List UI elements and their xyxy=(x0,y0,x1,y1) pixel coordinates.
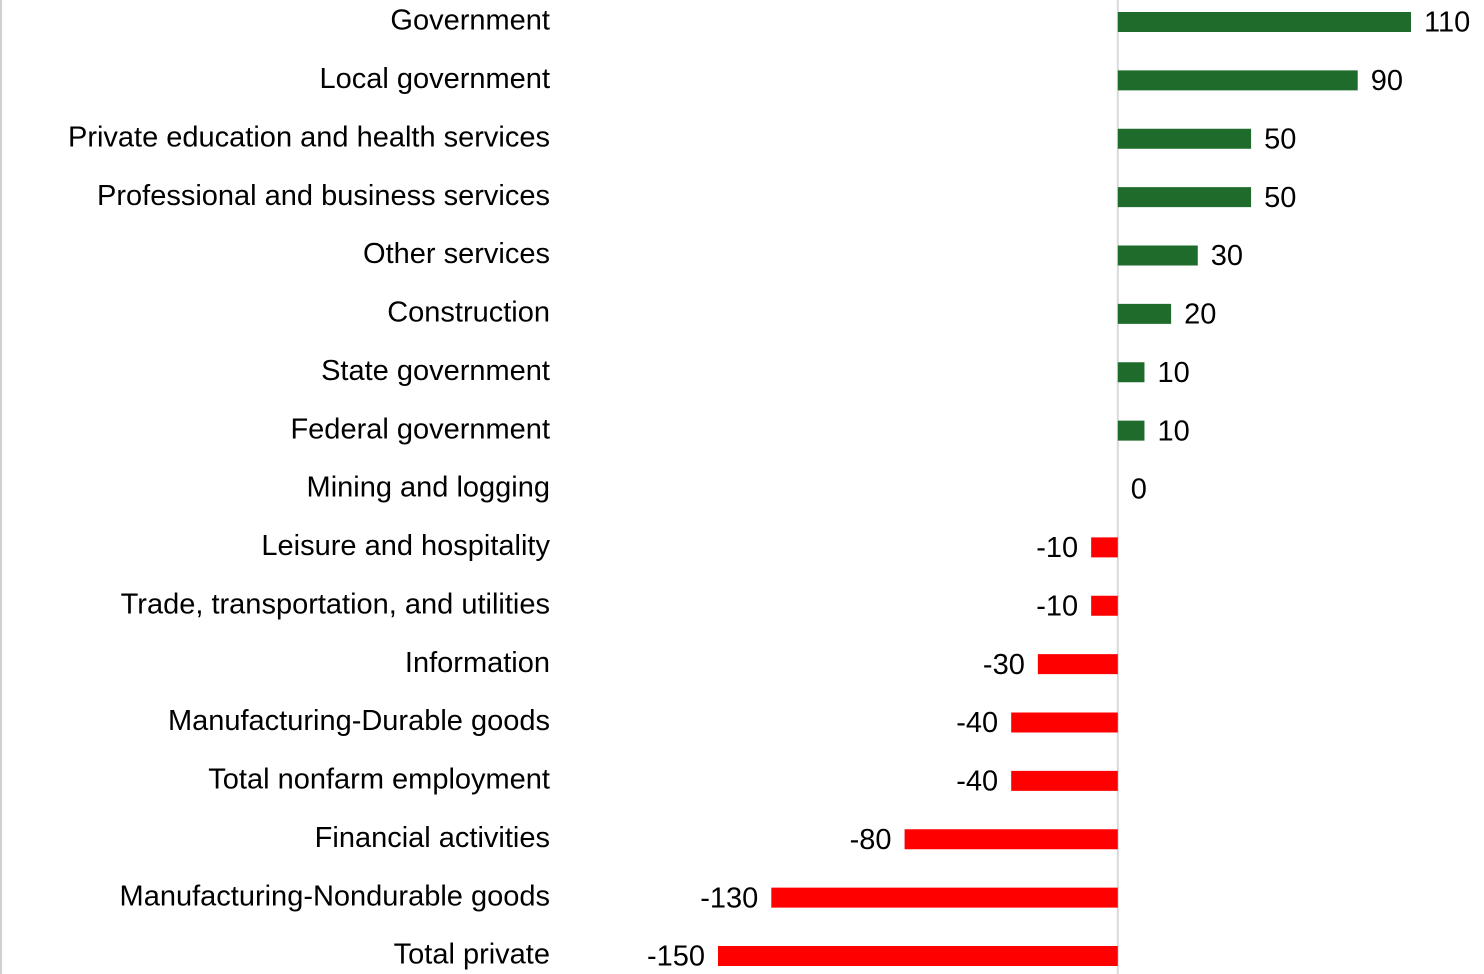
bar xyxy=(1037,654,1118,675)
category-label: Mining and logging xyxy=(307,472,550,504)
data-label: -10 xyxy=(1036,590,1078,622)
category-label: Manufacturing-Nondurable goods xyxy=(120,880,550,912)
data-label: 110 xyxy=(1424,7,1470,39)
data-label: -150 xyxy=(647,941,705,973)
data-label: -40 xyxy=(956,766,998,798)
data-label: 20 xyxy=(1184,299,1216,331)
data-label: 10 xyxy=(1157,357,1189,389)
bar xyxy=(904,829,1118,850)
category-label: Leisure and hospitality xyxy=(261,530,550,562)
data-label: -30 xyxy=(983,649,1025,681)
category-label: Information xyxy=(405,647,550,679)
category-label: Other services xyxy=(363,238,550,270)
bar xyxy=(1117,303,1172,324)
bar xyxy=(1117,70,1358,91)
category-label: Professional and business services xyxy=(97,180,550,212)
data-label: -80 xyxy=(850,824,892,856)
data-label: -10 xyxy=(1036,532,1078,564)
data-label: 0 xyxy=(1131,474,1147,506)
bar xyxy=(1117,362,1145,383)
category-label: Government xyxy=(390,5,550,37)
data-label: 50 xyxy=(1264,123,1296,155)
bar xyxy=(1091,595,1118,616)
bar xyxy=(1091,537,1118,558)
data-label: -130 xyxy=(700,882,758,914)
category-label: Total nonfarm employment xyxy=(208,764,550,796)
bar xyxy=(1011,712,1118,733)
bar xyxy=(718,946,1118,966)
bar xyxy=(1011,770,1118,791)
category-label: Total private xyxy=(394,939,550,971)
category-label: Trade, transportation, and utilities xyxy=(121,588,550,620)
category-label: State government xyxy=(321,355,550,387)
category-label: Private education and health services xyxy=(68,121,550,153)
category-label: Construction xyxy=(387,297,550,329)
bar xyxy=(771,887,1118,908)
data-label: 50 xyxy=(1264,182,1296,214)
data-label: -40 xyxy=(956,707,998,739)
bar xyxy=(1117,128,1252,149)
bar xyxy=(1117,420,1145,441)
category-label: Manufacturing-Durable goods xyxy=(168,705,550,737)
data-label: 10 xyxy=(1157,415,1189,447)
bar xyxy=(1117,12,1411,32)
bar xyxy=(1117,245,1198,266)
data-label: 30 xyxy=(1211,240,1243,272)
category-label: Federal government xyxy=(290,413,550,445)
bar xyxy=(1117,187,1252,208)
data-label: 90 xyxy=(1371,65,1403,97)
category-label: Financial activities xyxy=(315,822,550,854)
category-label: Local government xyxy=(319,63,550,95)
